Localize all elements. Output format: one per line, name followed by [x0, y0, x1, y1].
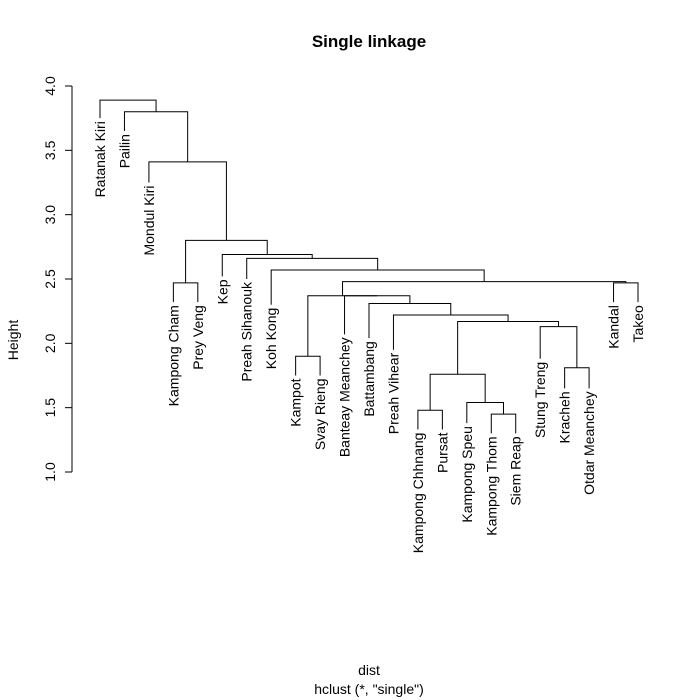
dendrogram-link: [270, 269, 485, 305]
dendrogram-link: [148, 161, 227, 241]
dendrogram-link: [185, 239, 268, 283]
dendrogram-link: [417, 409, 443, 430]
leaf-label: Koh Kong: [263, 308, 279, 370]
dendrogram-links: [99, 99, 639, 434]
leaf-label: Preah Vihear: [385, 352, 401, 434]
dendrogram-link: [490, 413, 517, 434]
leaf-label: Kep: [214, 279, 230, 304]
leaf-label: Stung Treng: [532, 362, 548, 438]
y-axis-title: Height: [5, 320, 21, 361]
leaf-label: Kampong Cham: [165, 305, 181, 406]
leaf-label: Prey Veng: [190, 305, 206, 370]
leaf-label: Kampong Chhnang: [410, 433, 426, 554]
dendrogram-link: [466, 402, 504, 424]
leaf-label: Battambang: [361, 341, 377, 417]
x-axis-subtitle: hclust (*, "single"): [314, 681, 424, 697]
dendrogram-link: [246, 257, 379, 279]
dendrogram-link: [613, 282, 639, 303]
leaf-label: Kampot: [288, 378, 304, 426]
chart-title: Single linkage: [312, 32, 426, 51]
dendrogram-link: [295, 355, 321, 376]
dendrogram-link: [221, 254, 313, 277]
leaf-label: Otdar Meanchey: [581, 391, 597, 495]
dendrogram-link: [99, 99, 157, 119]
y-tick-label: 1.5: [42, 398, 58, 418]
leaf-label: Takeo: [630, 305, 646, 343]
dendrogram-link: [172, 282, 199, 303]
leaf-label: Banteay Meanchey: [337, 337, 353, 457]
leaf-label: Mondul Kiri: [141, 186, 157, 256]
y-tick-label: 3.5: [42, 140, 58, 160]
dendrogram-link: [368, 302, 452, 339]
dendrogram-link: [539, 326, 578, 368]
y-tick-label: 3.0: [42, 205, 58, 225]
leaf-label: Kampong Thom: [483, 436, 499, 535]
leaf-labels: Ratanak Kiri Pailin Mondul Kiri Kampong Cha…: [92, 121, 646, 553]
dendrogram-link: [392, 314, 509, 350]
dendrogram-link: [307, 295, 378, 357]
leaf-label: Preah Sihanouk: [239, 281, 255, 382]
dendrogram-link: [123, 111, 189, 162]
leaf-label: Siem Reap: [508, 436, 524, 505]
dendrogram-link: [342, 281, 627, 296]
leaf-label: Svay Rieng: [312, 379, 328, 451]
dendrogram-link: [429, 373, 486, 411]
y-tick-label: 4.0: [42, 76, 58, 96]
y-axis: 1.0 1.5 2.0 2.5 3.0 3.5 4.0: [42, 76, 73, 482]
leaf-label: Pailin: [116, 134, 132, 168]
leaf-label: Kandal: [606, 305, 622, 349]
leaf-label: Kampong Speu: [459, 426, 475, 523]
y-tick-label: 2.5: [42, 269, 58, 289]
leaf-label: Ratanak Kiri: [92, 121, 108, 197]
y-tick-label: 2.0: [42, 333, 58, 353]
x-axis-title: dist: [358, 662, 380, 678]
leaf-label: Pursat: [434, 432, 450, 473]
dendrogram-link: [564, 367, 590, 389]
y-tick-label: 1.0: [42, 462, 58, 482]
leaf-label: Kracheh: [557, 391, 573, 443]
